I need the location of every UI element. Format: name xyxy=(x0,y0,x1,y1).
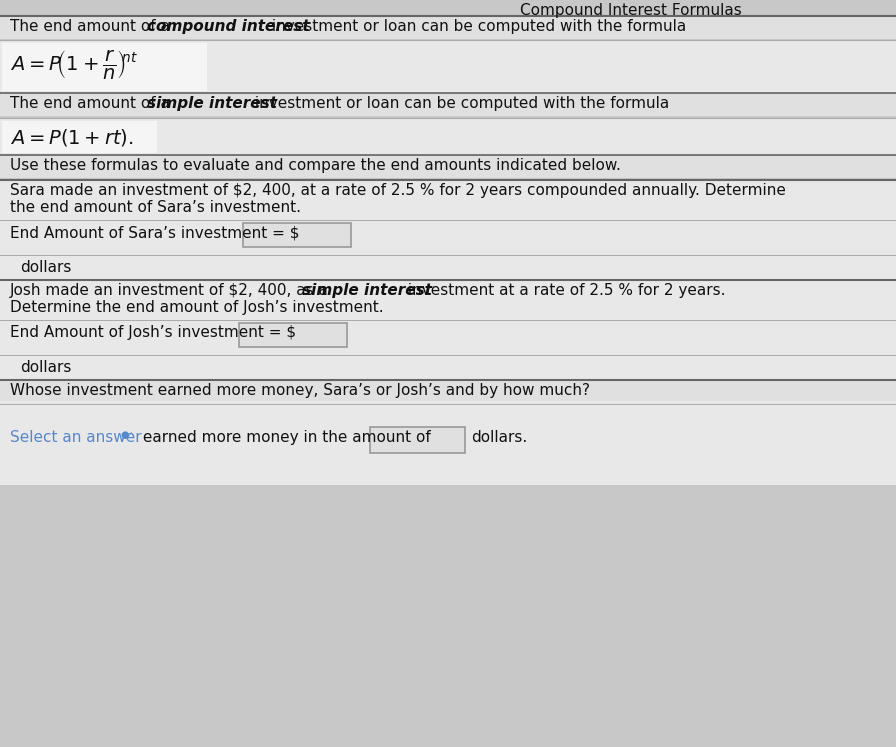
Text: End Amount of Sara’s investment = $: End Amount of Sara’s investment = $ xyxy=(10,225,299,240)
Text: simple interest: simple interest xyxy=(147,96,277,111)
Text: the end amount of Sara’s investment.: the end amount of Sara’s investment. xyxy=(10,200,301,215)
Text: simple interest: simple interest xyxy=(302,283,432,298)
Text: Josh made an investment of $2, 400, as a: Josh made an investment of $2, 400, as a xyxy=(10,283,333,298)
Text: Select an answer: Select an answer xyxy=(10,430,142,445)
FancyBboxPatch shape xyxy=(0,17,896,39)
FancyBboxPatch shape xyxy=(239,323,347,347)
Text: dollars: dollars xyxy=(20,360,72,375)
Text: Whose investment earned more money, Sara’s or Josh’s and by how much?: Whose investment earned more money, Sara… xyxy=(10,383,590,398)
Text: End Amount of Josh’s investment = $: End Amount of Josh’s investment = $ xyxy=(10,325,296,340)
FancyBboxPatch shape xyxy=(0,181,896,311)
Text: The end amount of a: The end amount of a xyxy=(10,96,175,111)
Text: △: △ xyxy=(128,430,134,439)
FancyBboxPatch shape xyxy=(0,281,896,411)
Text: dollars.: dollars. xyxy=(471,430,527,445)
FancyBboxPatch shape xyxy=(0,119,896,155)
Text: dollars: dollars xyxy=(20,260,72,275)
Text: $A = P\!\left(1+\dfrac{r}{n}\right)^{\!\!nt}$: $A = P\!\left(1+\dfrac{r}{n}\right)^{\!\… xyxy=(10,49,138,81)
Text: Use these formulas to evaluate and compare the end amounts indicated below.: Use these formulas to evaluate and compa… xyxy=(10,158,621,173)
Text: investment or loan can be computed with the formula: investment or loan can be computed with … xyxy=(267,19,686,34)
FancyBboxPatch shape xyxy=(0,381,896,401)
FancyBboxPatch shape xyxy=(0,41,896,93)
FancyBboxPatch shape xyxy=(243,223,351,247)
Text: earned more money in the amount of: earned more money in the amount of xyxy=(138,430,431,445)
Text: Sara made an investment of $2, 400, at a rate of 2.5 % for 2 years compounded an: Sara made an investment of $2, 400, at a… xyxy=(10,183,786,198)
FancyBboxPatch shape xyxy=(0,405,896,485)
Text: The end amount of a: The end amount of a xyxy=(10,19,175,34)
FancyBboxPatch shape xyxy=(2,121,157,153)
Text: $A = P(1+rt).$: $A = P(1+rt).$ xyxy=(10,128,134,149)
Text: investment at a rate of 2.5 % for 2 years.: investment at a rate of 2.5 % for 2 year… xyxy=(403,283,726,298)
Text: compound interest: compound interest xyxy=(147,19,310,34)
Text: investment or loan can be computed with the formula: investment or loan can be computed with … xyxy=(250,96,669,111)
FancyBboxPatch shape xyxy=(0,156,896,178)
Text: ●: ● xyxy=(120,430,128,440)
FancyBboxPatch shape xyxy=(0,94,896,116)
Text: Determine the end amount of Josh’s investment.: Determine the end amount of Josh’s inves… xyxy=(10,300,383,315)
FancyBboxPatch shape xyxy=(370,427,465,453)
FancyBboxPatch shape xyxy=(2,43,207,91)
Text: Compound Interest Formulas: Compound Interest Formulas xyxy=(520,3,742,18)
